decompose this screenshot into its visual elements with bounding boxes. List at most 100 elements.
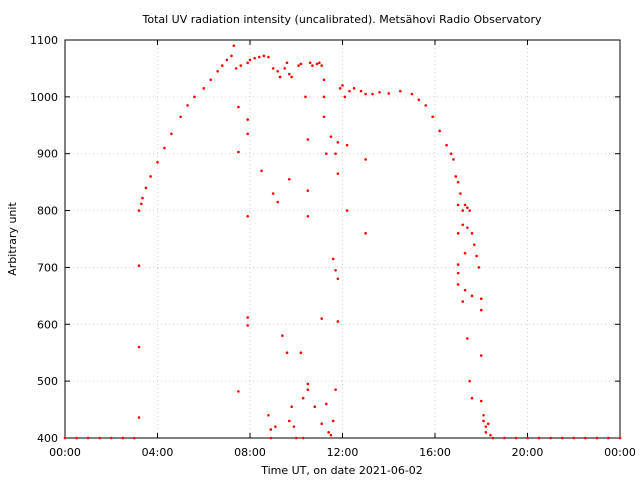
- data-point: [306, 189, 310, 192]
- data-point: [329, 135, 333, 138]
- data-point: [461, 300, 465, 303]
- x-tick-label: 08:00: [234, 446, 266, 459]
- data-point: [399, 89, 402, 93]
- data-point: [306, 138, 310, 141]
- data-point: [246, 214, 249, 218]
- data-point: [618, 436, 622, 440]
- data-point: [484, 425, 488, 428]
- data-point: [246, 132, 249, 136]
- data-point: [271, 192, 275, 195]
- data-point: [327, 431, 330, 434]
- data-point: [149, 175, 152, 178]
- data-point: [285, 351, 289, 355]
- data-point: [484, 431, 488, 434]
- data-point: [246, 316, 249, 319]
- data-point: [163, 146, 166, 150]
- data-point: [276, 200, 280, 204]
- data-point: [473, 243, 476, 246]
- data-point: [322, 95, 326, 99]
- data-point: [341, 84, 344, 87]
- y-tick-label: 500: [37, 375, 58, 388]
- data-point: [352, 87, 356, 90]
- data-point: [595, 436, 599, 440]
- data-point: [468, 379, 471, 383]
- y-tick-label: 800: [37, 205, 58, 218]
- data-point: [417, 98, 421, 101]
- data-point: [470, 294, 474, 298]
- data-point: [269, 436, 273, 440]
- data-point: [297, 64, 300, 67]
- data-point: [486, 422, 490, 426]
- x-tick-label: 20:00: [512, 446, 544, 459]
- data-point: [63, 436, 67, 440]
- data-point: [343, 95, 347, 99]
- data-point: [364, 92, 367, 96]
- data-point: [257, 55, 261, 59]
- data-point: [560, 436, 564, 440]
- data-point: [294, 436, 298, 440]
- data-point: [262, 54, 266, 58]
- data-point: [449, 152, 453, 156]
- data-point: [479, 399, 483, 403]
- data-point: [281, 334, 284, 337]
- data-point: [318, 61, 321, 65]
- data-point: [325, 152, 328, 156]
- data-point: [320, 64, 323, 67]
- data-point: [572, 436, 576, 440]
- data-point: [276, 69, 280, 73]
- data-point: [288, 72, 291, 76]
- data-point: [186, 104, 189, 107]
- y-tick-label: 400: [37, 432, 58, 445]
- x-axis-title: Time UT, on date 2021-06-02: [260, 464, 423, 477]
- data-point: [456, 180, 460, 184]
- data-point: [364, 158, 367, 161]
- data-point: [274, 425, 277, 428]
- data-point: [179, 115, 182, 119]
- data-point: [325, 402, 328, 406]
- data-point: [431, 115, 434, 119]
- data-point: [454, 175, 458, 178]
- data-point: [336, 172, 340, 175]
- data-point: [109, 436, 113, 440]
- data-point: [479, 308, 483, 312]
- data-point: [424, 104, 428, 107]
- y-tick-label: 700: [37, 261, 58, 274]
- data-point: [470, 396, 474, 400]
- data-point: [237, 150, 240, 154]
- data-point: [445, 143, 448, 147]
- axes: 400 500 600 700 800 900 1000 1100 00:00 04:00 08:0…: [30, 34, 636, 459]
- x-tick-label: 12:00: [327, 446, 359, 459]
- data-point: [320, 317, 323, 320]
- data-point: [121, 436, 125, 440]
- data-point: [239, 64, 243, 67]
- data-point: [299, 62, 303, 66]
- data-point: [144, 186, 148, 190]
- data-point: [315, 62, 319, 66]
- y-axis-title: Arbitrary unit: [6, 202, 19, 276]
- data-point: [271, 67, 275, 70]
- data-point: [283, 67, 286, 70]
- data-point: [269, 428, 273, 431]
- data-point: [246, 324, 249, 327]
- data-point: [470, 232, 474, 235]
- data-point: [345, 209, 349, 212]
- data-point: [482, 419, 485, 423]
- data-point: [456, 232, 460, 235]
- data-point: [311, 64, 314, 67]
- data-points: [63, 44, 622, 440]
- data-point: [133, 436, 136, 440]
- data-point: [345, 143, 349, 147]
- data-point: [378, 91, 381, 94]
- data-point: [137, 416, 141, 419]
- data-point: [290, 405, 293, 409]
- data-point: [456, 283, 460, 286]
- chart-title: Total UV radiation intensity (uncalibrat…: [142, 13, 542, 26]
- data-point: [137, 345, 141, 349]
- data-point: [336, 277, 340, 281]
- data-point: [230, 54, 233, 58]
- data-point: [491, 436, 495, 440]
- data-point: [468, 209, 471, 212]
- data-point: [410, 92, 414, 96]
- data-point: [466, 226, 469, 229]
